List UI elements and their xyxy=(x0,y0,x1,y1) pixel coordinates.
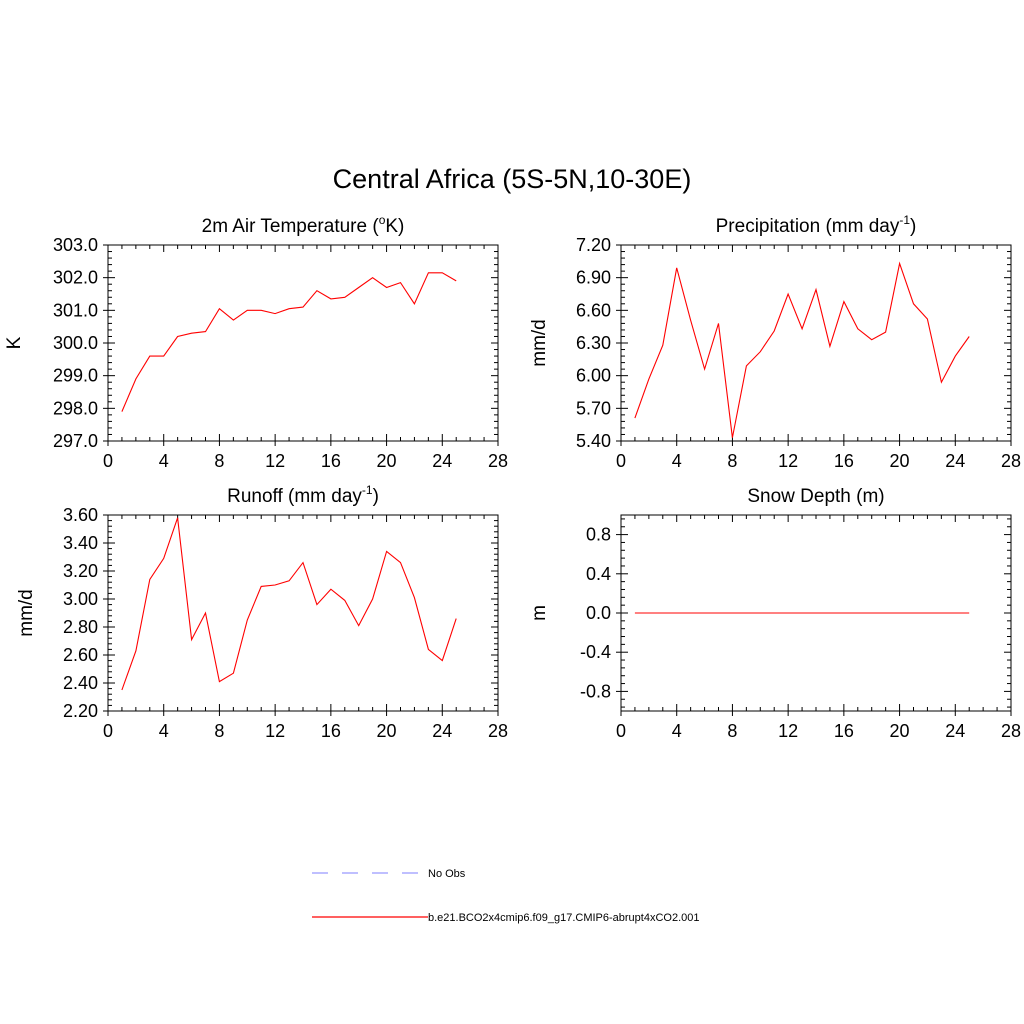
y-tick-label: 3.00 xyxy=(63,589,98,609)
x-tick-label: 16 xyxy=(321,721,341,741)
chart-legend: No Obs b.e21.BCO2x4cmip6.f09_g17.CMIP6-a… xyxy=(312,868,700,924)
x-tick-label: 28 xyxy=(488,721,508,741)
x-tick-label: 16 xyxy=(834,451,854,471)
y-tick-label: -0.4 xyxy=(580,642,611,662)
x-tick-label: 20 xyxy=(377,451,397,471)
y-tick-label: 0.4 xyxy=(586,564,611,584)
x-tick-label: 0 xyxy=(616,721,626,741)
panel-title-suffix: ) xyxy=(910,216,916,237)
y-axis-label: mm/d xyxy=(529,319,550,367)
x-tick-label: 12 xyxy=(778,721,798,741)
x-tick-label: 4 xyxy=(672,721,682,741)
panel-title: 2m Air Temperature (oK) xyxy=(202,213,405,237)
x-tick-label: 8 xyxy=(727,451,737,471)
y-axis-label: K xyxy=(4,336,25,349)
panel-title-superscript: -1 xyxy=(899,213,910,227)
x-tick-label: 20 xyxy=(377,721,397,741)
y-axis-label: mm/d xyxy=(16,589,37,637)
y-tick-label: 6.60 xyxy=(576,300,611,320)
panel-1: 0 4 8 12 16 20 24 28 297.0 298.0 299.0 300.0 301.0 30… xyxy=(4,213,508,471)
x-tick-label: 0 xyxy=(616,451,626,471)
y-tick-label: 297.0 xyxy=(53,431,98,451)
y-tick-label: -0.8 xyxy=(580,681,611,701)
plot-frame xyxy=(107,514,499,712)
panel-title-text: Precipitation (mm day xyxy=(716,216,900,237)
x-tick-label: 4 xyxy=(159,721,169,741)
figure-title: Central Africa (5S-5N,10-30E) xyxy=(332,164,692,194)
plot-frame xyxy=(620,244,1012,442)
panel-title: Runoff (mm day-1) xyxy=(227,483,379,507)
x-tick-label: 28 xyxy=(1001,451,1021,471)
y-tick-label: 0.8 xyxy=(586,525,611,545)
x-tick-label: 24 xyxy=(432,721,452,741)
y-tick-label: 3.40 xyxy=(63,533,98,553)
y-tick-label: 299.0 xyxy=(53,366,98,386)
legend-label-model: b.e21.BCO2x4cmip6.f09_g17.CMIP6-abrupt4x… xyxy=(428,912,700,924)
y-tick-label: 3.20 xyxy=(63,561,98,581)
x-tick-label: 12 xyxy=(265,451,285,471)
x-tick-label: 0 xyxy=(103,721,113,741)
y-tick-label: 303.0 xyxy=(53,235,98,255)
x-tick-label: 16 xyxy=(321,451,341,471)
series-line xyxy=(634,261,970,438)
y-tick-label: 2.20 xyxy=(63,701,98,721)
panel-title-text: 2m Air Temperature ( xyxy=(202,216,380,237)
y-tick-label: 302.0 xyxy=(53,268,98,288)
x-tick-label: 28 xyxy=(488,451,508,471)
x-tick-label: 4 xyxy=(159,451,169,471)
series-line xyxy=(121,517,457,691)
panel-title-superscript: o xyxy=(379,213,386,227)
y-tick-label: 3.60 xyxy=(63,505,98,525)
y-tick-label: 301.0 xyxy=(53,300,98,320)
panel-title: Snow Depth (m) xyxy=(747,486,884,507)
y-tick-label: 5.40 xyxy=(576,431,611,451)
x-tick-label: 20 xyxy=(890,451,910,471)
y-tick-label: 2.40 xyxy=(63,673,98,693)
panel-title-text: Snow Depth (m) xyxy=(747,486,884,507)
y-tick-label: 2.80 xyxy=(63,617,98,637)
x-tick-label: 4 xyxy=(672,451,682,471)
x-tick-label: 12 xyxy=(265,721,285,741)
x-tick-label: 24 xyxy=(945,721,965,741)
panel-2: 0 4 8 12 16 20 24 28 5.40 5.70 6.00 6.30 6.60 6.90 7.2… xyxy=(529,213,1021,471)
x-tick-label: 24 xyxy=(945,451,965,471)
x-tick-label: 24 xyxy=(432,451,452,471)
y-tick-label: 298.0 xyxy=(53,398,98,418)
y-tick-label: 6.90 xyxy=(576,268,611,288)
panel-title-superscript: -1 xyxy=(362,483,373,497)
panel-3: 0 4 8 12 16 20 24 28 2.20 2.40 2.60 2.80 3.00 3.20 3.4… xyxy=(16,483,508,741)
panel-4: 0 4 8 12 16 20 24 28 -0.8 -0.4 0.0 0.4 0.8 m Snow Dept… xyxy=(529,486,1021,741)
panel-title-suffix: K) xyxy=(385,216,404,237)
x-tick-label: 20 xyxy=(890,721,910,741)
x-tick-label: 8 xyxy=(727,721,737,741)
y-tick-label: 7.20 xyxy=(576,235,611,255)
panel-title-suffix: ) xyxy=(373,486,379,507)
x-tick-label: 16 xyxy=(834,721,854,741)
legend-label-no-obs: No Obs xyxy=(428,868,466,880)
y-tick-label: 6.00 xyxy=(576,366,611,386)
series-line xyxy=(121,272,457,412)
plot-frame xyxy=(107,244,499,442)
y-tick-label: 300.0 xyxy=(53,333,98,353)
panel-title: Precipitation (mm day-1) xyxy=(716,213,917,237)
x-tick-label: 28 xyxy=(1001,721,1021,741)
panel-title-text: Runoff (mm day xyxy=(227,486,362,507)
chart-panels: 0 4 8 12 16 20 24 28 297.0 298.0 299.0 300.0 301.0 30… xyxy=(4,213,1021,741)
x-tick-label: 8 xyxy=(214,451,224,471)
y-tick-label: 2.60 xyxy=(63,645,98,665)
y-tick-label: 6.30 xyxy=(576,333,611,353)
y-tick-label: 0.0 xyxy=(586,603,611,623)
x-tick-label: 8 xyxy=(214,721,224,741)
y-axis-label: m xyxy=(529,605,550,621)
y-tick-label: 5.70 xyxy=(576,398,611,418)
x-tick-label: 12 xyxy=(778,451,798,471)
x-tick-label: 0 xyxy=(103,451,113,471)
